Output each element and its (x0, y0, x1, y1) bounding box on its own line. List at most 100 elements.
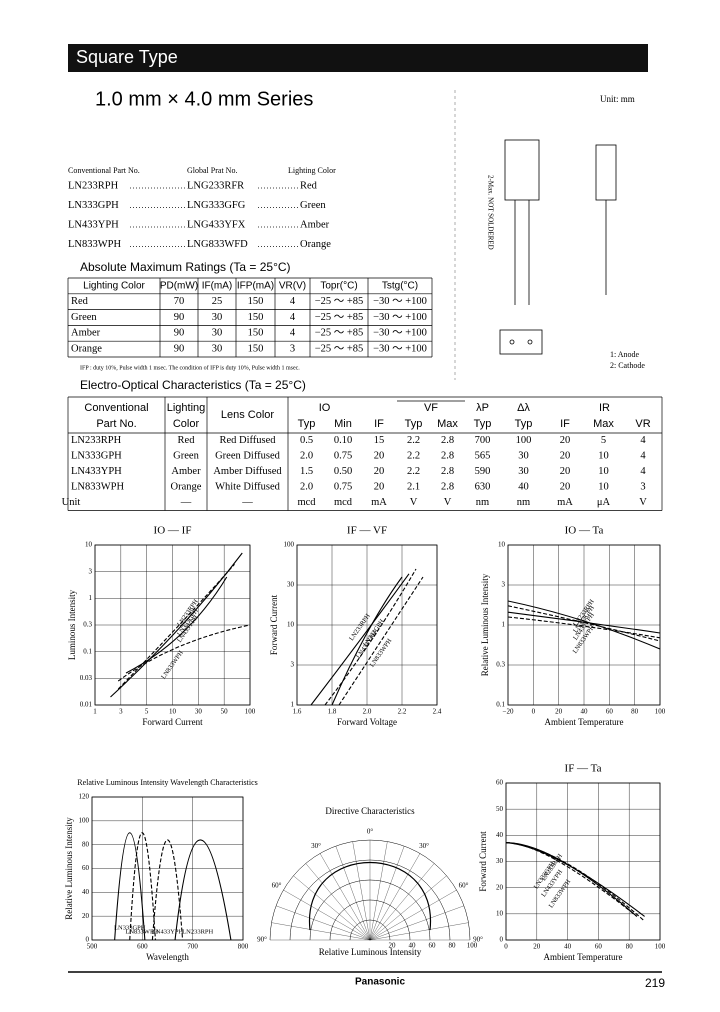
table-cell: 20 (374, 451, 385, 462)
chart-title: Directive Characteristics (325, 806, 415, 816)
x-axis-label: Wavelength (146, 952, 189, 962)
table-header: Part No. (96, 418, 136, 430)
x-tick-label: 80 (626, 943, 634, 951)
curve (129, 832, 156, 941)
table-cell: 2.8 (441, 466, 454, 477)
parts-header: Lighting Color (288, 166, 336, 175)
table-cell: 100 (516, 435, 532, 446)
y-tick-label: 50 (496, 805, 504, 813)
curve (324, 568, 417, 706)
x-axis-label: Ambient Temperature (544, 952, 623, 962)
angle-label: 30° (419, 842, 429, 850)
table-header: Topr(°C) (320, 281, 357, 292)
table-cell: 25 (212, 296, 223, 307)
table-cell: 1.5 (300, 466, 313, 477)
x-tick-label: 100 (655, 708, 666, 716)
series-title: 1.0 mm × 4.0 mm Series (95, 88, 313, 110)
table-cell: 150 (248, 344, 264, 355)
table-header: Δλ (517, 402, 530, 414)
table-cell: LN233RPH (71, 435, 122, 446)
table-cell: LN833WPH (71, 482, 124, 493)
table-cell: 4 (290, 312, 296, 323)
table-cell: −25 ～ +85 (315, 312, 364, 323)
parts-cell: Red (300, 180, 318, 191)
x-tick-label: 20 (555, 708, 563, 716)
angle-label: 90° (257, 936, 267, 944)
table-header: Conventional (84, 402, 148, 414)
y-tick-label: 0.1 (496, 701, 505, 709)
table-header: VR (635, 418, 650, 430)
parts-cell: LNG233RFR (187, 180, 244, 191)
table-cell: Red (178, 435, 196, 446)
x-tick-label: 2.0 (363, 708, 372, 716)
y-tick-label: 0 (500, 936, 504, 944)
y-tick-label: 0.3 (83, 621, 92, 629)
y-axis-label: Relative Luminous Intensity (64, 817, 74, 920)
table-header: Typ (405, 418, 423, 430)
table-cell: 40 (518, 482, 529, 493)
curve (507, 616, 661, 639)
unit-note: Unit: mm (600, 94, 635, 104)
table-cell: −25 ～ +85 (315, 328, 364, 339)
polar-spoke (369, 841, 388, 941)
parts-cell: LNG433YFX (187, 219, 246, 230)
table-header: Typ (474, 418, 492, 430)
x-tick-label: 800 (238, 943, 249, 951)
table-cell: 2.2 (407, 451, 420, 462)
chart-title: IF — VF (347, 525, 387, 537)
y-tick-label: 40 (82, 888, 90, 896)
polar-spoke (335, 845, 371, 941)
x-tick-label: 60 (606, 708, 614, 716)
polar-spoke (369, 853, 421, 941)
table-cell: 2.0 (300, 482, 313, 493)
y-tick-label: 120 (79, 793, 90, 801)
table-cell: 20 (560, 435, 571, 446)
table-header: λP (476, 402, 489, 414)
table-cell: — (180, 497, 192, 508)
table-cell: 70 (174, 296, 185, 307)
pin-label: 1: Anode (610, 350, 640, 359)
polar-spoke (369, 863, 435, 941)
x-tick-label: 0 (504, 943, 508, 951)
polar-spoke (271, 922, 371, 941)
footer-brand: Panasonic (355, 977, 405, 988)
table-cell: 0.10 (334, 435, 352, 446)
radius-label: 100 (467, 942, 478, 950)
table-header: IO (319, 402, 331, 414)
table-cell: 30 (212, 344, 223, 355)
y-tick-label: 100 (284, 541, 295, 549)
y-tick-label: 30 (287, 581, 295, 589)
parts-header: Conventional Part No. (68, 166, 140, 175)
y-tick-label: 0.1 (83, 647, 92, 655)
parts-cell: LNG833WFD (187, 239, 248, 250)
y-tick-label: 0.3 (496, 661, 505, 669)
table-cell: 20 (374, 466, 385, 477)
table-cell: 565 (475, 451, 491, 462)
y-tick-label: 10 (287, 621, 295, 629)
parts-cell: LN433YPH (68, 219, 119, 230)
y-tick-label: 20 (496, 883, 504, 891)
curve (507, 611, 661, 634)
polar-spoke (369, 889, 457, 941)
chart-title: IO — Ta (565, 525, 604, 537)
table-cell: 20 (374, 482, 385, 493)
y-tick-label: 0.03 (80, 674, 93, 682)
parts-header: Global Prat No. (187, 166, 237, 175)
table-cell: 90 (174, 312, 185, 323)
table-cell: 4 (640, 451, 646, 462)
polar-spoke (283, 889, 371, 941)
x-tick-label: 100 (655, 943, 666, 951)
table-cell: 2.0 (300, 451, 313, 462)
angle-label: 30° (311, 842, 321, 850)
polar-spoke (369, 922, 469, 941)
parts-cell: LN333GPH (68, 200, 119, 211)
outline-drawing (454, 90, 617, 380)
header-bar (68, 44, 648, 72)
polar-spoke (369, 905, 465, 941)
x-tick-label: 40 (581, 708, 589, 716)
x-tick-label: 3 (119, 708, 123, 716)
table-cell: 30 (518, 451, 529, 462)
x-tick-label: 0 (532, 708, 536, 716)
y-tick-label: 0.01 (80, 701, 93, 709)
